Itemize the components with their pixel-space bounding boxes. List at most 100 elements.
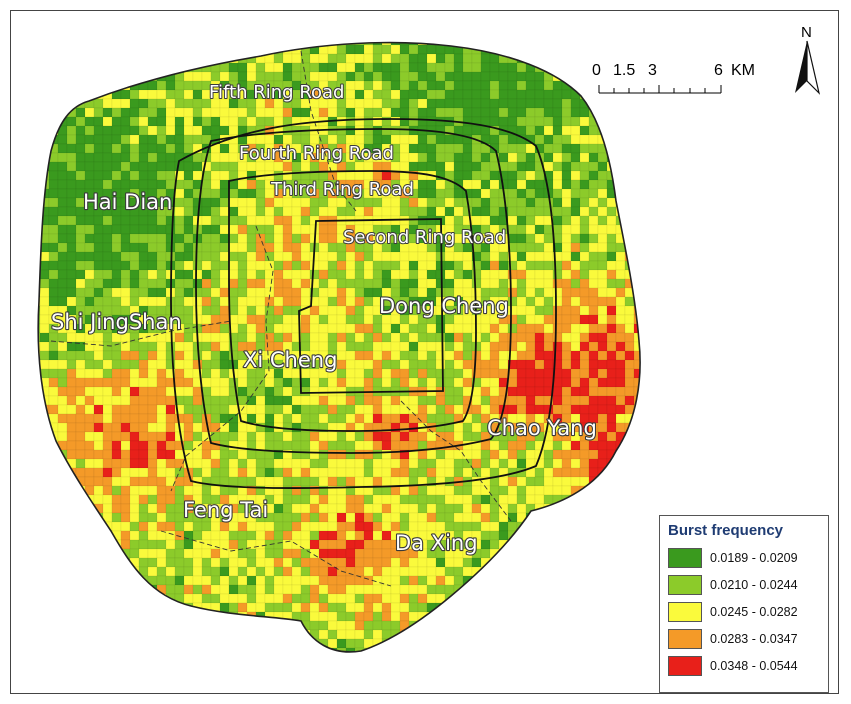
grid-cell — [66, 278, 77, 289]
grid-cell — [597, 152, 608, 163]
grid-cell — [525, 251, 536, 262]
grid-cell — [543, 620, 554, 631]
grid-cell — [579, 440, 590, 451]
grid-cell — [561, 152, 572, 163]
grid-cell — [318, 647, 329, 652]
grid-cell — [210, 413, 221, 424]
grid-cell — [156, 359, 167, 370]
grid-cell — [507, 80, 518, 91]
grid-cell — [318, 548, 329, 559]
grid-cell — [597, 359, 608, 370]
grid-cell — [489, 42, 500, 46]
grid-cell — [228, 44, 239, 55]
grid-cell — [300, 584, 311, 595]
grid-cell — [174, 548, 185, 559]
grid-cell — [48, 107, 59, 118]
grid-cell — [462, 116, 473, 127]
ring-label-fifth: Fifth Ring Road — [209, 82, 344, 103]
grid-cell — [192, 116, 203, 127]
grid-cell — [579, 611, 590, 622]
grid-cell — [643, 396, 652, 405]
grid-cell — [507, 170, 518, 181]
grid-cell — [516, 440, 527, 451]
grid-cell — [579, 143, 590, 154]
grid-cell — [615, 323, 626, 334]
grid-cell — [165, 89, 176, 100]
grid-cell — [282, 593, 293, 604]
grid-cell — [75, 260, 86, 271]
grid-cell — [120, 575, 131, 586]
grid-cell — [273, 521, 284, 532]
grid-cell — [309, 566, 320, 577]
grid-cell — [318, 269, 329, 280]
grid-cell — [174, 260, 185, 271]
grid-cell — [219, 467, 230, 478]
grid-cell — [345, 296, 356, 307]
grid-cell — [327, 323, 338, 334]
grid-cell — [543, 287, 554, 298]
grid-cell — [300, 431, 311, 442]
grid-cell — [129, 89, 140, 100]
grid-cell — [327, 44, 338, 55]
grid-cell — [237, 539, 248, 550]
grid-cell — [552, 215, 563, 226]
grid-cell — [417, 629, 428, 640]
grid-cell — [579, 197, 590, 208]
grid-cell — [444, 395, 455, 406]
grid-cell — [435, 107, 446, 118]
grid-cell — [201, 341, 212, 352]
grid-cell — [318, 557, 329, 568]
grid-cell — [129, 476, 140, 487]
grid-cell — [309, 314, 320, 325]
grid-cell — [453, 503, 464, 514]
grid-cell — [489, 368, 500, 379]
grid-cell — [129, 638, 140, 649]
grid-cell — [561, 638, 572, 649]
grid-cell — [156, 395, 167, 406]
grid-cell — [183, 575, 194, 586]
grid-cell — [516, 323, 527, 334]
grid-cell — [426, 188, 437, 199]
grid-cell — [570, 62, 581, 73]
grid-cell — [93, 611, 104, 622]
grid-cell — [606, 287, 617, 298]
grid-cell — [507, 638, 518, 649]
grid-cell — [444, 377, 455, 388]
grid-cell — [372, 620, 383, 631]
grid-cell — [102, 170, 113, 181]
grid-cell — [147, 602, 158, 613]
grid-cell — [111, 647, 122, 652]
grid-cell — [453, 395, 464, 406]
grid-cell — [633, 134, 641, 145]
grid-cell — [102, 611, 113, 622]
grid-cell — [489, 647, 500, 652]
grid-cell — [480, 611, 491, 622]
grid-cell — [318, 107, 329, 118]
grid-cell — [570, 575, 581, 586]
grid-cell — [435, 566, 446, 577]
grid-cell — [624, 584, 635, 595]
grid-cell — [84, 296, 95, 307]
grid-cell — [516, 80, 527, 91]
grid-cell — [507, 188, 518, 199]
grid-cell — [606, 440, 617, 451]
grid-cell — [354, 206, 365, 217]
grid-cell — [138, 368, 149, 379]
grid-cell — [516, 107, 527, 118]
grid-cell — [372, 98, 383, 109]
grid-cell — [309, 458, 320, 469]
grid-cell — [75, 584, 86, 595]
grid-cell — [201, 224, 212, 235]
grid-cell — [111, 62, 122, 73]
grid-cell — [255, 593, 266, 604]
grid-cell — [300, 566, 311, 577]
grid-cell — [57, 143, 68, 154]
grid-cell — [633, 521, 641, 532]
grid-cell — [38, 584, 41, 595]
grid-cell — [426, 161, 437, 172]
grid-cell — [192, 422, 203, 433]
grid-cell — [147, 386, 158, 397]
grid-cell — [336, 458, 347, 469]
legend-row: 0.0210 - 0.0244 — [668, 572, 820, 597]
grid-cell — [426, 260, 437, 271]
